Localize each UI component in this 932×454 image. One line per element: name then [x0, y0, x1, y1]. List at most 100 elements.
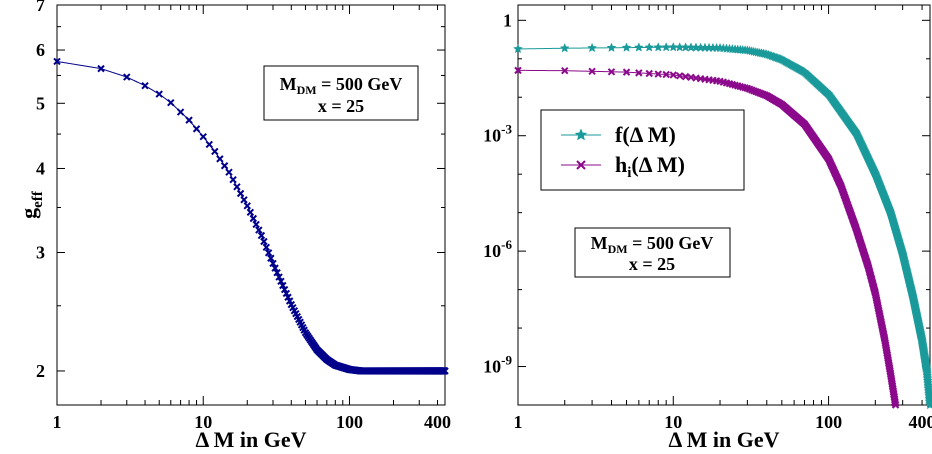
right-plot-frame — [517, 4, 931, 406]
right-panel: 1 10 100 400 1 10-3 10-6 10-9 Δ M in GeV f(Δ M… — [483, 4, 932, 452]
data-point — [264, 249, 273, 257]
data-point — [176, 108, 185, 116]
data-point — [653, 42, 664, 52]
data-point — [661, 42, 672, 52]
left-panel: 1 10 100 400 2 3 4 5 6 7 Δ M in GeV geff MDM = 5… — [16, 0, 451, 452]
data-point — [249, 214, 258, 223]
data-point — [279, 281, 287, 290]
left-x-axis-title: Δ M in GeV — [196, 427, 307, 452]
y-tick-label: 5 — [36, 93, 45, 113]
data-point — [97, 64, 105, 73]
data-point — [588, 67, 596, 76]
svg-text:MDM = 500 GeV: MDM = 500 GeV — [280, 74, 403, 97]
data-point — [644, 42, 655, 52]
data-point — [199, 132, 207, 141]
series-1 — [514, 66, 900, 409]
x-tick-label: 1 — [514, 412, 523, 432]
x-tick-label: 400 — [424, 412, 451, 432]
y-tick-label: 3 — [36, 243, 45, 263]
data-point — [891, 401, 900, 409]
data-point — [441, 367, 449, 375]
x-tick-label: 100 — [336, 412, 363, 432]
data-point — [243, 202, 251, 210]
data-point — [260, 237, 268, 246]
data-point — [275, 273, 283, 281]
data-point — [255, 226, 263, 234]
data-point — [587, 42, 597, 53]
legend-marker — [574, 128, 588, 141]
x-tick-label: 10 — [664, 412, 682, 432]
x-tick-label: 100 — [815, 412, 842, 432]
data-point — [662, 70, 670, 79]
right-series — [513, 42, 932, 410]
data-point — [925, 399, 932, 410]
right-x-ticks: 1 10 100 400 — [514, 5, 932, 432]
right-annotation-box: MDM = 500 GeV x = 25 — [574, 227, 731, 278]
data-point — [607, 68, 616, 76]
left-y-axis-title: geff — [16, 190, 46, 219]
data-point — [123, 73, 131, 81]
left-x-ticks: 1 10 100 400 — [53, 5, 451, 432]
legend-label: f(Δ M) — [615, 122, 676, 147]
svg-text:x = 25: x = 25 — [318, 96, 364, 116]
data-point — [216, 155, 224, 163]
data-point — [559, 43, 570, 53]
series-line — [517, 46, 931, 406]
svg-text:x = 25: x = 25 — [629, 254, 675, 274]
data-point — [622, 68, 631, 76]
x-tick-label: 10 — [194, 412, 212, 432]
series-0 — [53, 57, 449, 375]
data-point — [267, 254, 275, 262]
left-annotation-box: MDM = 500 GeV x = 25 — [263, 65, 419, 121]
data-point — [282, 289, 291, 298]
data-point — [205, 140, 213, 149]
legend-item-0: f(Δ M) — [561, 122, 676, 147]
data-point — [669, 71, 677, 79]
data-point — [185, 116, 193, 124]
y-tick-label: 7 — [36, 0, 45, 15]
data-point — [257, 231, 266, 240]
legend-marker — [576, 160, 586, 170]
data-point — [513, 43, 523, 54]
y-tick-label: 10-3 — [483, 122, 512, 146]
right-y-ticks: 1 10-3 10-6 10-9 — [483, 10, 930, 406]
data-point — [561, 66, 569, 75]
left-plot-frame — [56, 4, 446, 406]
y-tick-label: 10-9 — [483, 353, 512, 377]
left-y-ticks: 2 3 4 5 6 7 — [36, 0, 445, 381]
data-point — [606, 42, 617, 52]
data-point — [252, 220, 260, 229]
data-point — [192, 125, 201, 133]
legend-items: f(Δ M) hi(Δ M) — [561, 122, 685, 181]
data-point — [621, 42, 632, 52]
legend-label: hi(Δ M) — [615, 152, 685, 181]
data-point — [155, 90, 163, 98]
x-tick-label: 400 — [909, 412, 932, 432]
data-point — [233, 183, 241, 191]
data-point — [229, 175, 237, 184]
right-x-axis-title: Δ M in GeV — [669, 427, 780, 452]
left-series — [53, 57, 449, 375]
data-point — [271, 264, 279, 272]
data-point — [236, 189, 245, 198]
data-point — [225, 168, 233, 176]
data-point — [246, 208, 255, 217]
data-point — [211, 147, 219, 156]
y-tick-label: 6 — [36, 40, 45, 60]
svg-text:MDM = 500 GeV: MDM = 500 GeV — [591, 233, 714, 256]
legend-item-1: hi(Δ M) — [561, 152, 685, 181]
data-point — [240, 196, 248, 204]
data-point — [645, 69, 653, 78]
data-point — [277, 277, 285, 286]
data-point — [220, 162, 229, 170]
data-point — [654, 70, 662, 78]
series-0 — [513, 42, 932, 410]
data-point — [635, 69, 643, 77]
data-point — [53, 57, 61, 66]
y-tick-label: 1 — [503, 10, 512, 30]
data-point — [273, 268, 281, 277]
y-tick-label: 10-6 — [483, 237, 512, 261]
y-tick-label: 4 — [36, 158, 45, 178]
data-point — [167, 98, 175, 107]
